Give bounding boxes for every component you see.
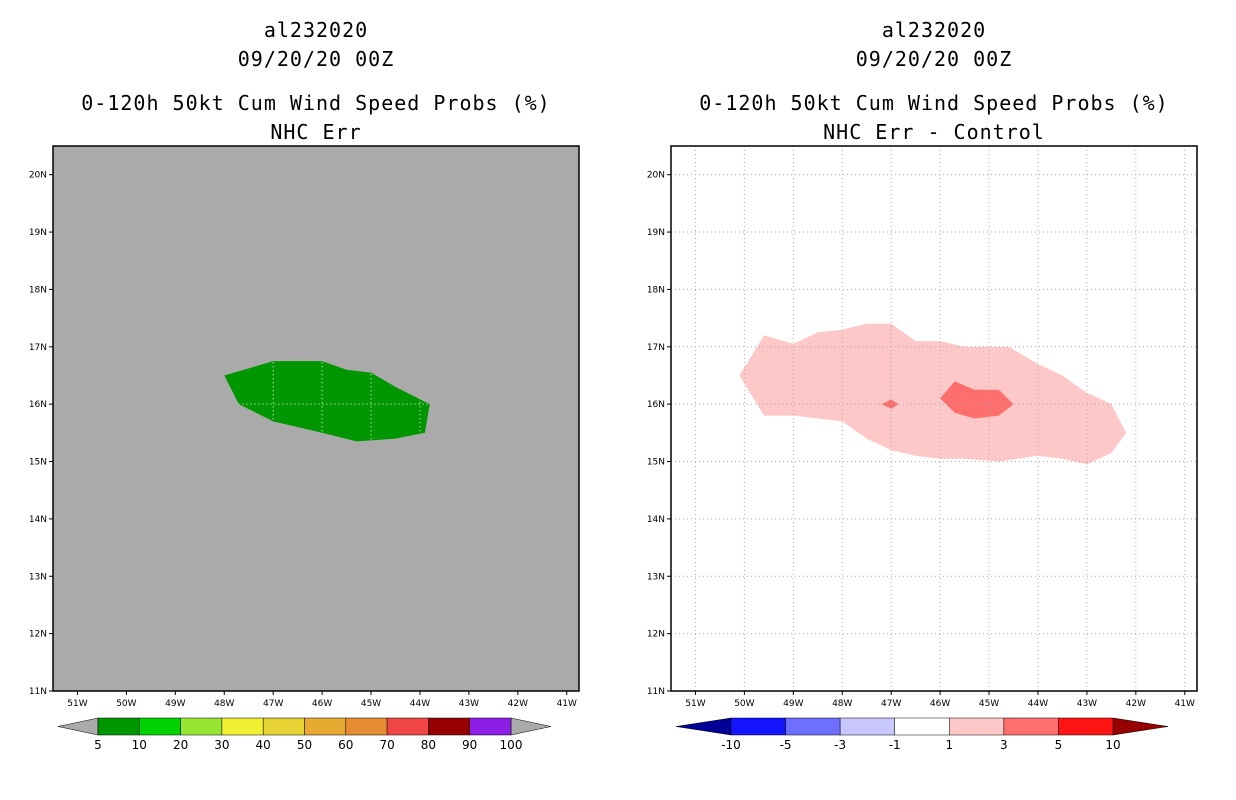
x-tick-label: 42W [1126, 699, 1146, 709]
contour-region-1 [224, 361, 430, 442]
y-tick-label: 18N [29, 285, 47, 295]
y-tick-label: 20N [29, 171, 47, 181]
left-title-storm: al232020 [263, 18, 369, 42]
y-tick-label: 15N [29, 458, 47, 468]
x-tick-label: 44W [410, 699, 430, 709]
x-tick-label: 43W [459, 699, 479, 709]
map-frame [670, 145, 1198, 692]
legend-swatch [221, 717, 264, 736]
y-tick-label: 16N [29, 400, 47, 410]
legend-swatch [97, 717, 140, 736]
x-tick-label: 42W [508, 699, 528, 709]
legend-label: 5 [1055, 738, 1063, 752]
legend-swatch [730, 717, 786, 736]
legend-swatch [1058, 717, 1114, 736]
map-frame [52, 145, 580, 692]
x-tick-label: 48W [832, 699, 852, 709]
x-tick-label: 50W [734, 699, 754, 709]
legend-arrow-left [675, 717, 732, 736]
left-title-sub: NHC Err [270, 120, 362, 144]
right-title-sub: NHC Err - Control [823, 120, 1045, 144]
legend-label: -5 [780, 738, 792, 752]
left-title-date: 09/20/20 00Z [237, 47, 395, 71]
legend-label: 40 [256, 738, 271, 752]
legend-arrow-right [510, 717, 552, 736]
y-tick-label: 14N [29, 515, 47, 525]
y-tick-label: 19N [29, 228, 47, 238]
x-tick-label: 47W [263, 699, 283, 709]
legend-label: 60 [338, 738, 353, 752]
y-tick-label: 19N [647, 228, 665, 238]
legend-swatch [894, 717, 950, 736]
contour-region-3 [881, 399, 899, 409]
y-tick-label: 17N [647, 343, 665, 353]
legend-label: 90 [462, 738, 477, 752]
legend-label: -3 [834, 738, 846, 752]
legend-label: 5 [94, 738, 102, 752]
right-title-product: 0-120h 50kt Cum Wind Speed Probs (%) [699, 91, 1169, 115]
x-tick-label: 46W [930, 699, 950, 709]
x-tick-label: 44W [1028, 699, 1048, 709]
x-tick-label: 48W [214, 699, 234, 709]
legend-swatch [304, 717, 347, 736]
legend-label: 1 [945, 738, 953, 752]
legend-label: 10 [132, 738, 147, 752]
legend-arrow-left [57, 717, 99, 736]
legend-swatch [139, 717, 181, 736]
legend-swatch [785, 717, 841, 736]
legend-swatch [345, 717, 388, 736]
contour-region-1 [739, 323, 1127, 465]
legend-swatch [428, 717, 470, 736]
legend-label: 80 [421, 738, 436, 752]
y-tick-label: 18N [647, 285, 665, 295]
left-title-product: 0-120h 50kt Cum Wind Speed Probs (%) [81, 91, 551, 115]
x-tick-label: 41W [557, 699, 577, 709]
legend-label: 70 [379, 738, 394, 752]
legend-label: 20 [173, 738, 188, 752]
y-tick-label: 15N [647, 458, 665, 468]
x-tick-label: 41W [1175, 699, 1195, 709]
legend-arrow-right [1112, 717, 1169, 736]
map-background [671, 146, 1197, 691]
x-tick-label: 51W [67, 699, 87, 709]
x-tick-label: 49W [783, 699, 803, 709]
legend-label: 100 [500, 738, 523, 752]
y-tick-label: 14N [647, 515, 665, 525]
x-tick-label: 46W [312, 699, 332, 709]
x-tick-label: 43W [1077, 699, 1097, 709]
x-tick-label: 45W [979, 699, 999, 709]
legend-swatch [469, 717, 512, 736]
y-tick-label: 11N [29, 687, 47, 697]
legend-swatch [839, 717, 895, 736]
y-tick-label: 12N [647, 630, 665, 640]
x-tick-label: 45W [361, 699, 381, 709]
y-tick-label: 17N [29, 343, 47, 353]
contour-region-2 [940, 381, 1014, 419]
y-tick-label: 13N [647, 572, 665, 582]
legend-label: -10 [721, 738, 741, 752]
right-title-date: 09/20/20 00Z [855, 47, 1013, 71]
map-background [53, 146, 579, 691]
right-title-storm: al232020 [881, 18, 987, 42]
x-tick-label: 50W [116, 699, 136, 709]
legend-swatch [262, 717, 305, 736]
y-tick-label: 13N [29, 572, 47, 582]
legend-swatch [386, 717, 429, 736]
legend-label: 50 [297, 738, 312, 752]
y-tick-label: 20N [647, 171, 665, 181]
y-tick-label: 16N [647, 400, 665, 410]
y-tick-label: 12N [29, 630, 47, 640]
y-tick-label: 11N [647, 687, 665, 697]
x-tick-label: 51W [685, 699, 705, 709]
legend-label: -1 [889, 738, 901, 752]
legend-label: 10 [1105, 738, 1120, 752]
x-tick-label: 49W [165, 699, 185, 709]
x-tick-label: 47W [881, 699, 901, 709]
legend-swatch [1003, 717, 1059, 736]
legend-swatch [180, 717, 223, 736]
legend-label: 30 [214, 738, 229, 752]
legend-label: 3 [1000, 738, 1008, 752]
legend-swatch [949, 717, 1005, 736]
